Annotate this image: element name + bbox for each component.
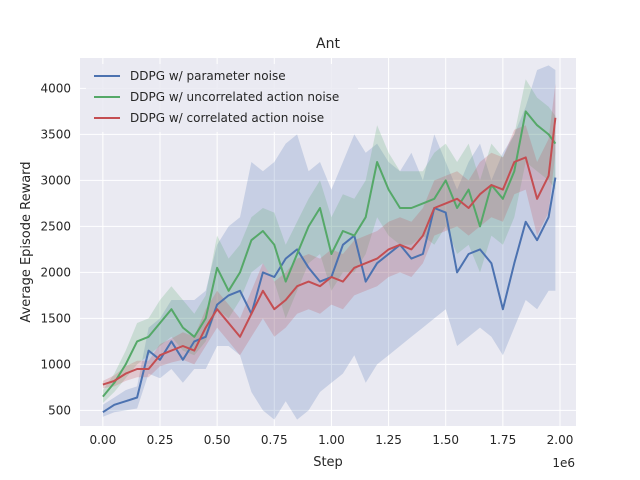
x-axis-offset-label: 1e6: [552, 456, 575, 470]
legend: DDPG w/ parameter noise DDPG w/ uncorrel…: [86, 64, 358, 132]
y-axis-label: Average Episode Reward: [19, 161, 34, 322]
x-tick-label: 0.75: [261, 433, 288, 447]
legend-box: [86, 64, 358, 132]
x-tick-label: 1.75: [489, 433, 516, 447]
line-uncorrelated-noise: [102, 110, 557, 398]
y-tick-label: 3000: [40, 173, 71, 187]
x-axis-label: Step: [313, 455, 343, 470]
y-tick-label: 1000: [40, 357, 71, 371]
x-tick-label: 0.00: [89, 433, 116, 447]
x-tick-labels: 0.00 0.25 0.50 0.75 1.00 1.25 1.50 1.75 2.00: [89, 433, 573, 447]
y-tick-label: 4000: [40, 81, 71, 95]
x-tick-label: 0.50: [204, 433, 231, 447]
y-tick-label: 3500: [40, 127, 71, 141]
line-correlated-noise: [102, 117, 557, 386]
x-tick-label: 1.50: [432, 433, 459, 447]
series-lines: [102, 110, 557, 414]
x-tick-label: 2.00: [547, 433, 574, 447]
y-tick-label: 500: [48, 403, 71, 417]
legend-label-uncorrelated-noise: DDPG w/ uncorrelated action noise: [130, 90, 339, 104]
y-tick-label: 2500: [40, 219, 71, 233]
y-tick-label: 1500: [40, 311, 71, 325]
chart-title: Ant: [316, 36, 340, 52]
x-tick-label: 1.00: [318, 433, 345, 447]
legend-label-correlated-noise: DDPG w/ correlated action noise: [130, 111, 324, 125]
x-tick-label: 0.25: [147, 433, 174, 447]
x-tick-label: 1.25: [375, 433, 402, 447]
legend-label-parameter-noise: DDPG w/ parameter noise: [130, 69, 286, 83]
y-tick-labels: 500 1000 1500 2000 2500 3000 3500 4000: [40, 81, 71, 417]
y-tick-label: 2000: [40, 265, 71, 279]
